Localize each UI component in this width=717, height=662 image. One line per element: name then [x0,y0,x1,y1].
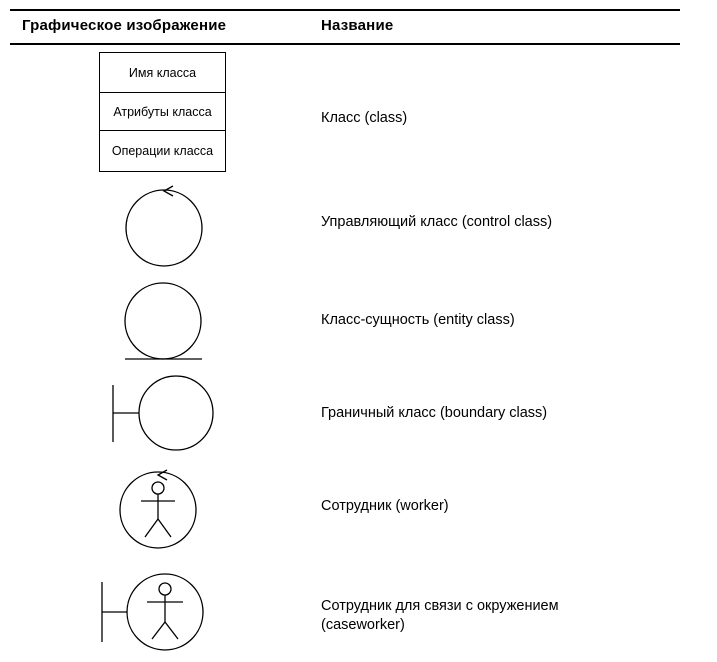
row-name-worker: Сотрудник (worker) [321,498,449,514]
column-header-graphic: Графическое изображение [22,17,227,34]
row-name-caseworker-line1: Сотрудник для связи с окружением [321,598,559,614]
class-notation-box: Имя класса Атрибуты класса Операции клас… [99,52,226,172]
column-header-name: Название [321,17,394,34]
worker-icon [119,469,197,549]
row-name-entity-class: Класс-сущность (entity class) [321,312,515,328]
row-name-control-class: Управляющий класс (control class) [321,214,553,230]
entity-class-icon [124,282,202,360]
control-class-icon [125,185,203,267]
row-name-class: Класс (class) [321,110,408,126]
row-name-boundary-class: Граничный класс (boundary class) [321,405,548,421]
boundary-class-icon [112,375,214,451]
row-name-caseworker-line2: (caseworker) [321,617,405,633]
header-rule [10,43,680,45]
top-rule [10,9,680,11]
class-operations-section: Операции класса [100,130,225,171]
class-name-section: Имя класса [128,65,197,80]
caseworker-icon [101,573,204,651]
class-attributes-section: Атрибуты класса [100,92,225,130]
